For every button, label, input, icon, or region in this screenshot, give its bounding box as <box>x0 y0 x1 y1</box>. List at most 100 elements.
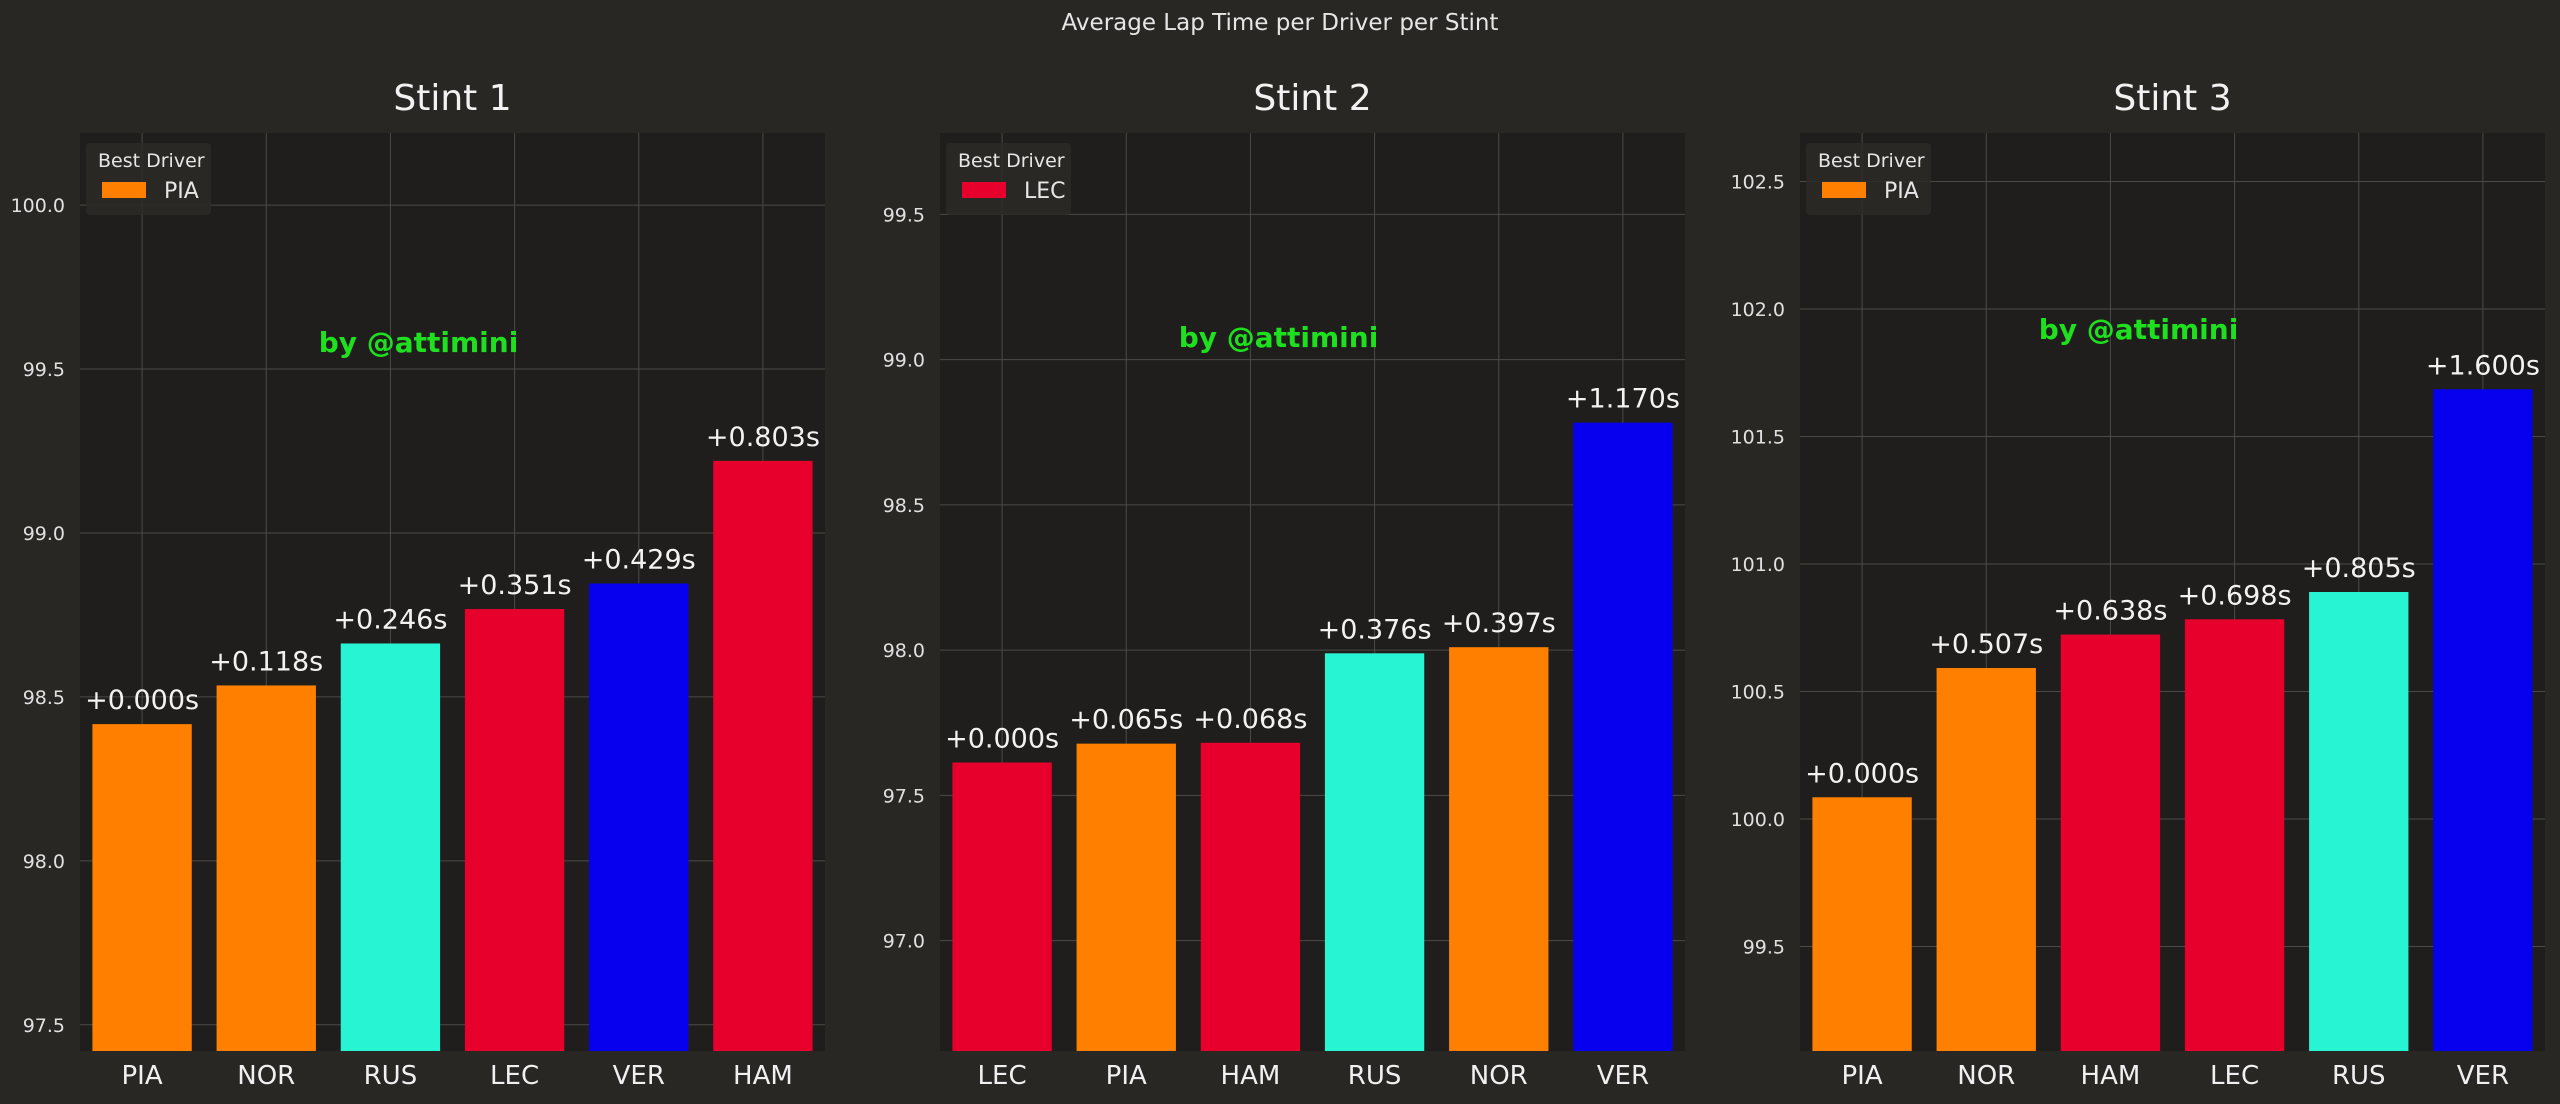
bar-nor <box>216 685 316 1051</box>
panel-title: Stint 2 <box>1253 78 1371 119</box>
data-label: +1.170s <box>1566 384 1680 415</box>
x-tick-label: RUS <box>364 1061 418 1091</box>
chart-panel-2: Stint 2 97.0 97.5 98.0 98.5 99.0 99.5 +0.000s LE… <box>883 78 1685 1091</box>
bar-ham <box>2060 634 2161 1051</box>
data-label: +0.068s <box>1193 704 1307 735</box>
y-tick-label: 99.0 <box>23 523 65 545</box>
y-tick-label: 98.0 <box>23 851 65 873</box>
legend-label: LEC <box>1024 179 1066 204</box>
legend-swatch <box>962 182 1006 198</box>
bar-ver <box>2433 389 2533 1051</box>
axes-background <box>1800 133 2545 1051</box>
data-label: +0.000s <box>945 724 1059 755</box>
watermark: by @attimini <box>2039 313 2239 346</box>
bar-pia <box>1812 797 1912 1051</box>
x-tick-label: LEC <box>978 1061 1027 1091</box>
panel-title: Stint 3 <box>2113 78 2231 119</box>
y-tick-label: 97.5 <box>883 785 925 807</box>
data-label: +0.351s <box>458 570 572 601</box>
bar-ver <box>1573 422 1673 1052</box>
data-label: +0.118s <box>209 646 323 677</box>
bar-lec <box>2184 619 2285 1051</box>
x-tick-label: VER <box>1597 1061 1649 1091</box>
x-tick-label: PIA <box>1842 1061 1883 1091</box>
data-label: +1.600s <box>2426 350 2540 381</box>
data-label: +0.638s <box>2053 596 2167 627</box>
data-label: +0.246s <box>333 604 447 635</box>
data-label: +0.065s <box>1069 705 1183 736</box>
axes-background <box>80 133 825 1051</box>
x-tick-label: RUS <box>2332 1061 2386 1091</box>
y-tick-label: 99.5 <box>883 204 925 226</box>
y-tick-label: 98.0 <box>883 640 925 662</box>
legend-swatch <box>102 182 146 198</box>
legend: Best Driver PIA <box>1806 143 1931 215</box>
legend: Best Driver LEC <box>946 143 1071 215</box>
y-tick-label: 99.0 <box>883 350 925 372</box>
legend-label: PIA <box>164 179 199 204</box>
data-label: +0.397s <box>1442 608 1556 639</box>
y-tick-label: 100.0 <box>11 195 65 217</box>
chart-panel-3: Stint 3 99.5 100.0 100.5 101.0 101.5 102.0 102.… <box>1731 78 2545 1091</box>
legend-swatch <box>1822 182 1866 198</box>
legend-title: Best Driver <box>98 150 205 172</box>
x-tick-label: VER <box>613 1061 665 1091</box>
data-label: +0.507s <box>1929 629 2043 660</box>
bar-nor <box>1449 647 1549 1051</box>
y-tick-label: 101.5 <box>1731 426 1785 448</box>
chart-panel-1: Stint 1 97.5 98.0 98.5 99.0 99.5 100.0 +0.000s P… <box>11 78 825 1091</box>
y-tick-label: 101.0 <box>1731 554 1785 576</box>
bar-ham <box>713 460 813 1051</box>
data-label: +0.000s <box>85 685 199 716</box>
bar-rus <box>1324 653 1425 1051</box>
panels: Stint 1 97.5 98.0 98.5 99.0 99.5 100.0 +0.000s P… <box>11 78 2545 1091</box>
x-tick-label: VER <box>2457 1061 2509 1091</box>
data-label: +0.698s <box>2178 580 2292 611</box>
x-tick-label: LEC <box>2210 1061 2259 1091</box>
data-label: +0.429s <box>582 544 696 575</box>
bar-pia <box>1076 743 1176 1051</box>
y-tick-label: 98.5 <box>883 495 925 517</box>
bar-nor <box>1936 667 2036 1051</box>
data-label: +0.376s <box>1318 614 1432 645</box>
y-tick-label: 102.5 <box>1731 171 1785 193</box>
data-label: +0.805s <box>2302 553 2416 584</box>
panel-title: Stint 1 <box>393 78 511 119</box>
x-tick-label: RUS <box>1348 1061 1402 1091</box>
y-tick-label: 99.5 <box>23 359 65 381</box>
bar-lec <box>952 762 1052 1051</box>
bar-pia <box>92 724 192 1051</box>
bar-ham <box>1200 742 1301 1051</box>
figure-title: Average Lap Time per Driver per Stint <box>1062 10 1499 36</box>
y-tick-label: 102.0 <box>1731 299 1785 321</box>
y-tick-label: 100.0 <box>1731 809 1785 831</box>
legend-title: Best Driver <box>958 150 1065 172</box>
x-tick-label: HAM <box>1221 1061 1281 1091</box>
x-tick-label: HAM <box>733 1061 793 1091</box>
bar-rus <box>340 643 441 1051</box>
data-label: +0.803s <box>706 422 820 453</box>
x-tick-label: LEC <box>490 1061 539 1091</box>
bar-ver <box>589 583 689 1051</box>
y-tick-label: 99.5 <box>1743 936 1785 958</box>
legend-label: PIA <box>1884 179 1919 204</box>
watermark: by @attimini <box>1179 321 1379 354</box>
legend-title: Best Driver <box>1818 150 1925 172</box>
x-tick-label: HAM <box>2081 1061 2141 1091</box>
y-tick-label: 98.5 <box>23 687 65 709</box>
x-tick-label: PIA <box>1106 1061 1147 1091</box>
watermark: by @attimini <box>319 326 519 359</box>
x-tick-label: NOR <box>1957 1061 2015 1091</box>
y-tick-label: 97.5 <box>23 1015 65 1037</box>
bar-rus <box>2309 592 2409 1051</box>
data-label: +0.000s <box>1805 758 1919 789</box>
x-tick-label: NOR <box>237 1061 295 1091</box>
bar-lec <box>464 609 565 1051</box>
y-tick-label: 100.5 <box>1731 681 1785 703</box>
x-tick-label: PIA <box>122 1061 163 1091</box>
x-tick-label: NOR <box>1470 1061 1528 1091</box>
y-tick-label: 97.0 <box>883 931 925 953</box>
axes-background <box>940 133 1685 1051</box>
legend: Best Driver PIA <box>86 143 211 215</box>
